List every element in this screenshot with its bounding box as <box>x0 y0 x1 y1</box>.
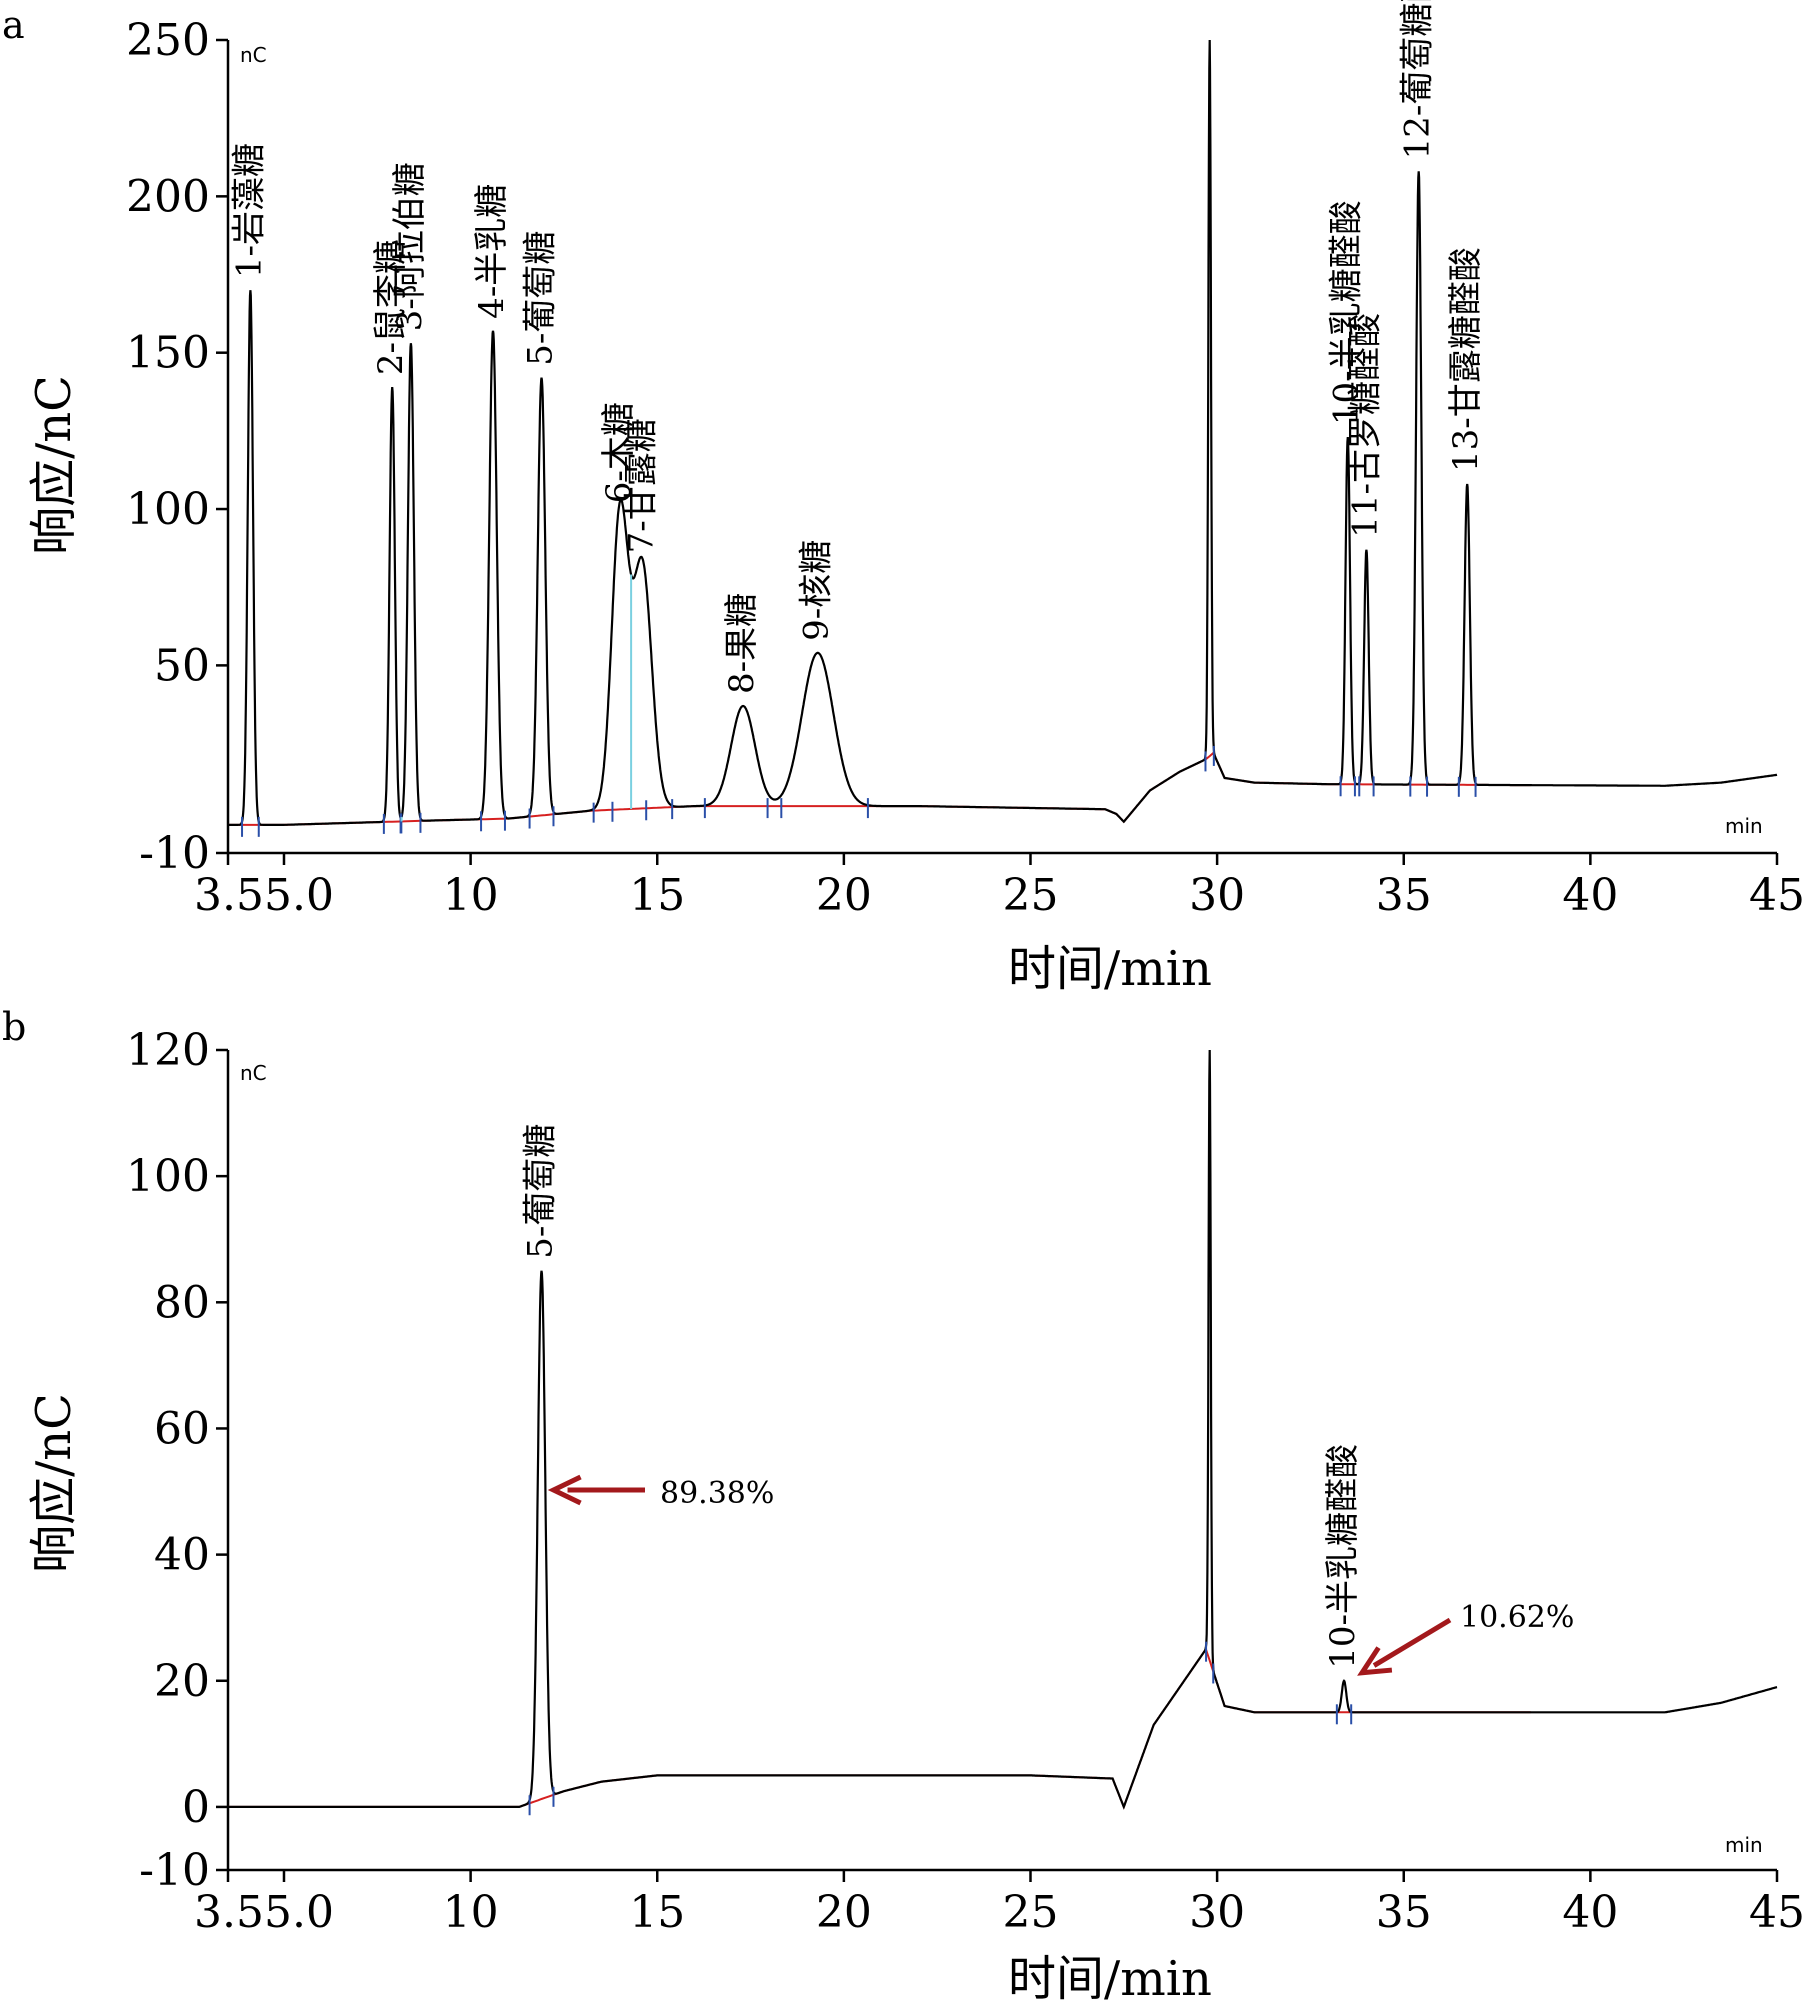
x-tick-label: 3.55.0 <box>194 870 334 921</box>
x-tick-label: 35 <box>1376 870 1432 921</box>
peak-label: 5-葡萄糖 <box>521 1124 561 1259</box>
y-axis-title-a: 响应/nC <box>26 375 82 555</box>
panel-b: b nC min 时间/min 响应/nC 89.38% 10.62% -10 0… <box>2 1005 1805 2007</box>
x-tick-label: 10 <box>443 870 499 921</box>
peak-label: 8-果糖 <box>722 593 762 694</box>
peak-label: 11-古罗糖醛酸 <box>1345 313 1385 538</box>
x-tick-label: 20 <box>816 870 872 921</box>
x-tick-label: 45 <box>1749 1887 1805 1938</box>
peak-label: 6-木糖 <box>599 402 639 503</box>
panel-a: a nC min 时间/min 响应/nC -10 50 100 150 200 250 3… <box>2 0 1805 997</box>
x-tick-label: 15 <box>629 870 685 921</box>
y-tick-label: 150 <box>126 328 210 379</box>
y-tick-label: 100 <box>126 484 210 535</box>
y-tick-label: 40 <box>154 1530 210 1581</box>
percent-annotation-galacturonic: 10.62% <box>1460 1600 1574 1635</box>
percent-arrow <box>1372 1617 1452 1668</box>
y-axis-title-b: 响应/nC <box>26 1393 82 1573</box>
y-tick-label: 0 <box>182 1782 210 1833</box>
y-tick-label: 60 <box>154 1403 210 1454</box>
x-tick-label: 25 <box>1002 1887 1058 1938</box>
chromatogram-trace <box>228 1049 1778 1810</box>
y-tick-label: -10 <box>139 828 210 879</box>
unit-right-label-a: min <box>1725 814 1763 838</box>
percent-arrow-head <box>547 1474 582 1506</box>
y-tick-label: -10 <box>139 1845 210 1896</box>
y-tick-label: 100 <box>126 1151 210 1202</box>
x-tick-label: 40 <box>1562 870 1618 921</box>
y-tick-label: 50 <box>154 640 210 691</box>
peak-label: 13-甘露糖醛酸 <box>1446 247 1486 472</box>
x-tick-label: 40 <box>1562 1887 1618 1938</box>
integration-baseline <box>228 1646 1531 1810</box>
x-axis-title-b: 时间/min <box>1008 1951 1212 2007</box>
peak-label: 3-阿拉伯糖 <box>390 162 430 331</box>
x-tick-label: 30 <box>1189 1887 1245 1938</box>
y-tick-label: 250 <box>126 15 210 66</box>
peak-label: 12-葡萄糖醛酸 <box>1398 0 1438 159</box>
y-tick-label: 120 <box>126 1025 210 1076</box>
peak-label: 4-半乳糖 <box>472 184 512 319</box>
chromatogram-trace <box>228 39 1778 827</box>
percent-annotation-glucose: 89.38% <box>660 1476 774 1511</box>
peak-label: 2-鼠李糖 <box>371 240 411 375</box>
y-tick-label: 80 <box>154 1277 210 1328</box>
x-tick-label: 45 <box>1749 870 1805 921</box>
x-tick-label: 30 <box>1189 870 1245 921</box>
panel-label-b: b <box>2 1005 26 1049</box>
x-tick-label: 10 <box>443 1887 499 1938</box>
y-tick-label: 20 <box>154 1656 210 1707</box>
x-tick-label: 35 <box>1376 1887 1432 1938</box>
peak-label: 7-甘露糖 <box>621 418 661 553</box>
x-axis-title-a: 时间/min <box>1008 941 1212 997</box>
unit-top-label-a: nC <box>240 43 267 67</box>
peak-label: 9-核糖 <box>797 540 837 641</box>
unit-right-label-b: min <box>1725 1833 1763 1857</box>
integration-baseline <box>228 751 1531 826</box>
x-tick-label: 15 <box>629 1887 685 1938</box>
x-tick-label: 3.55.0 <box>194 1887 334 1938</box>
x-tick-label: 20 <box>816 1887 872 1938</box>
y-tick-label: 200 <box>126 171 210 222</box>
peak-label: 5-葡萄糖 <box>521 231 561 366</box>
panel-label-a: a <box>2 3 25 47</box>
percent-arrow-head <box>1357 1646 1393 1676</box>
peak-label: 10-半乳糖醛酸 <box>1323 1444 1363 1669</box>
x-tick-label: 25 <box>1002 870 1058 921</box>
unit-top-label-b: nC <box>240 1061 267 1085</box>
peak-label: 10-半乳糖醛酸 <box>1327 200 1367 425</box>
peak-label: 1-岩藻糖 <box>229 143 269 278</box>
